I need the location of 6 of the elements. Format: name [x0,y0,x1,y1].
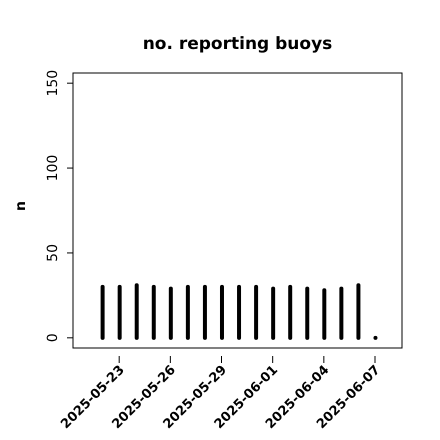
y-tick-label: 150 [45,70,61,97]
chart-title: no. reporting buoys [142,34,334,54]
y-axis-title: n [13,200,29,213]
y-tick-label: 50 [45,244,61,262]
y-tick-label: 100 [45,154,61,182]
y-tick-label: 0 [45,333,61,342]
